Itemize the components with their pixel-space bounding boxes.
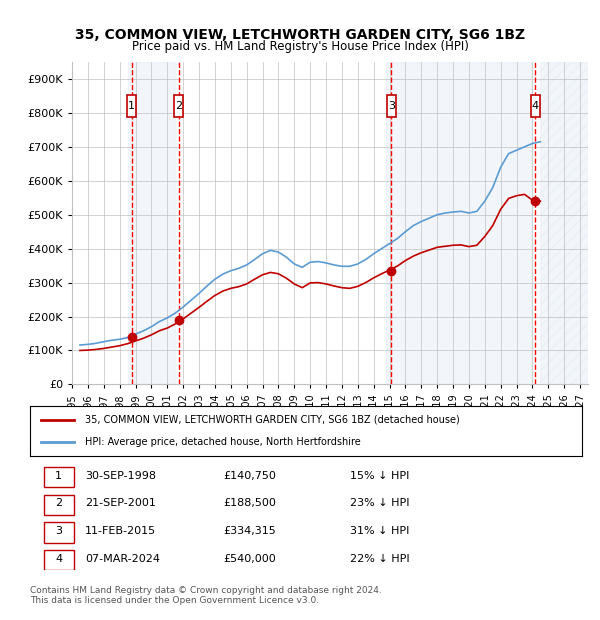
FancyBboxPatch shape	[44, 523, 74, 542]
Text: 3: 3	[388, 101, 395, 111]
Text: £540,000: £540,000	[223, 554, 276, 564]
FancyBboxPatch shape	[386, 95, 396, 117]
FancyBboxPatch shape	[44, 495, 74, 515]
Text: 35, COMMON VIEW, LETCHWORTH GARDEN CITY, SG6 1BZ (detached house): 35, COMMON VIEW, LETCHWORTH GARDEN CITY,…	[85, 415, 460, 425]
FancyBboxPatch shape	[174, 95, 184, 117]
Text: 11-FEB-2015: 11-FEB-2015	[85, 526, 157, 536]
Text: 2: 2	[175, 101, 182, 111]
FancyBboxPatch shape	[127, 95, 136, 117]
Bar	[386, 62, 532, 384]
Text: 1: 1	[55, 471, 62, 480]
Bar	[128, 62, 175, 384]
Text: 31% ↓ HPI: 31% ↓ HPI	[350, 526, 410, 536]
FancyBboxPatch shape	[44, 467, 74, 487]
Text: 4: 4	[55, 554, 62, 564]
FancyBboxPatch shape	[530, 95, 540, 117]
Text: 35, COMMON VIEW, LETCHWORTH GARDEN CITY, SG6 1BZ: 35, COMMON VIEW, LETCHWORTH GARDEN CITY,…	[75, 28, 525, 42]
Text: 1: 1	[128, 101, 135, 111]
Text: 2: 2	[55, 498, 62, 508]
Text: Price paid vs. HM Land Registry's House Price Index (HPI): Price paid vs. HM Land Registry's House …	[131, 40, 469, 53]
Text: £188,500: £188,500	[223, 498, 276, 508]
Bar	[541, 62, 588, 384]
Text: 21-SEP-2001: 21-SEP-2001	[85, 498, 156, 508]
Text: 23% ↓ HPI: 23% ↓ HPI	[350, 498, 410, 508]
Text: £140,750: £140,750	[223, 471, 276, 480]
Text: 07-MAR-2024: 07-MAR-2024	[85, 554, 160, 564]
Text: £334,315: £334,315	[223, 526, 276, 536]
FancyBboxPatch shape	[44, 551, 74, 570]
Text: HPI: Average price, detached house, North Hertfordshire: HPI: Average price, detached house, Nort…	[85, 437, 361, 447]
Text: 30-SEP-1998: 30-SEP-1998	[85, 471, 156, 480]
Text: 4: 4	[532, 101, 539, 111]
Text: 3: 3	[55, 526, 62, 536]
Text: 15% ↓ HPI: 15% ↓ HPI	[350, 471, 410, 480]
Text: Contains HM Land Registry data © Crown copyright and database right 2024.
This d: Contains HM Land Registry data © Crown c…	[30, 586, 382, 605]
Text: 22% ↓ HPI: 22% ↓ HPI	[350, 554, 410, 564]
